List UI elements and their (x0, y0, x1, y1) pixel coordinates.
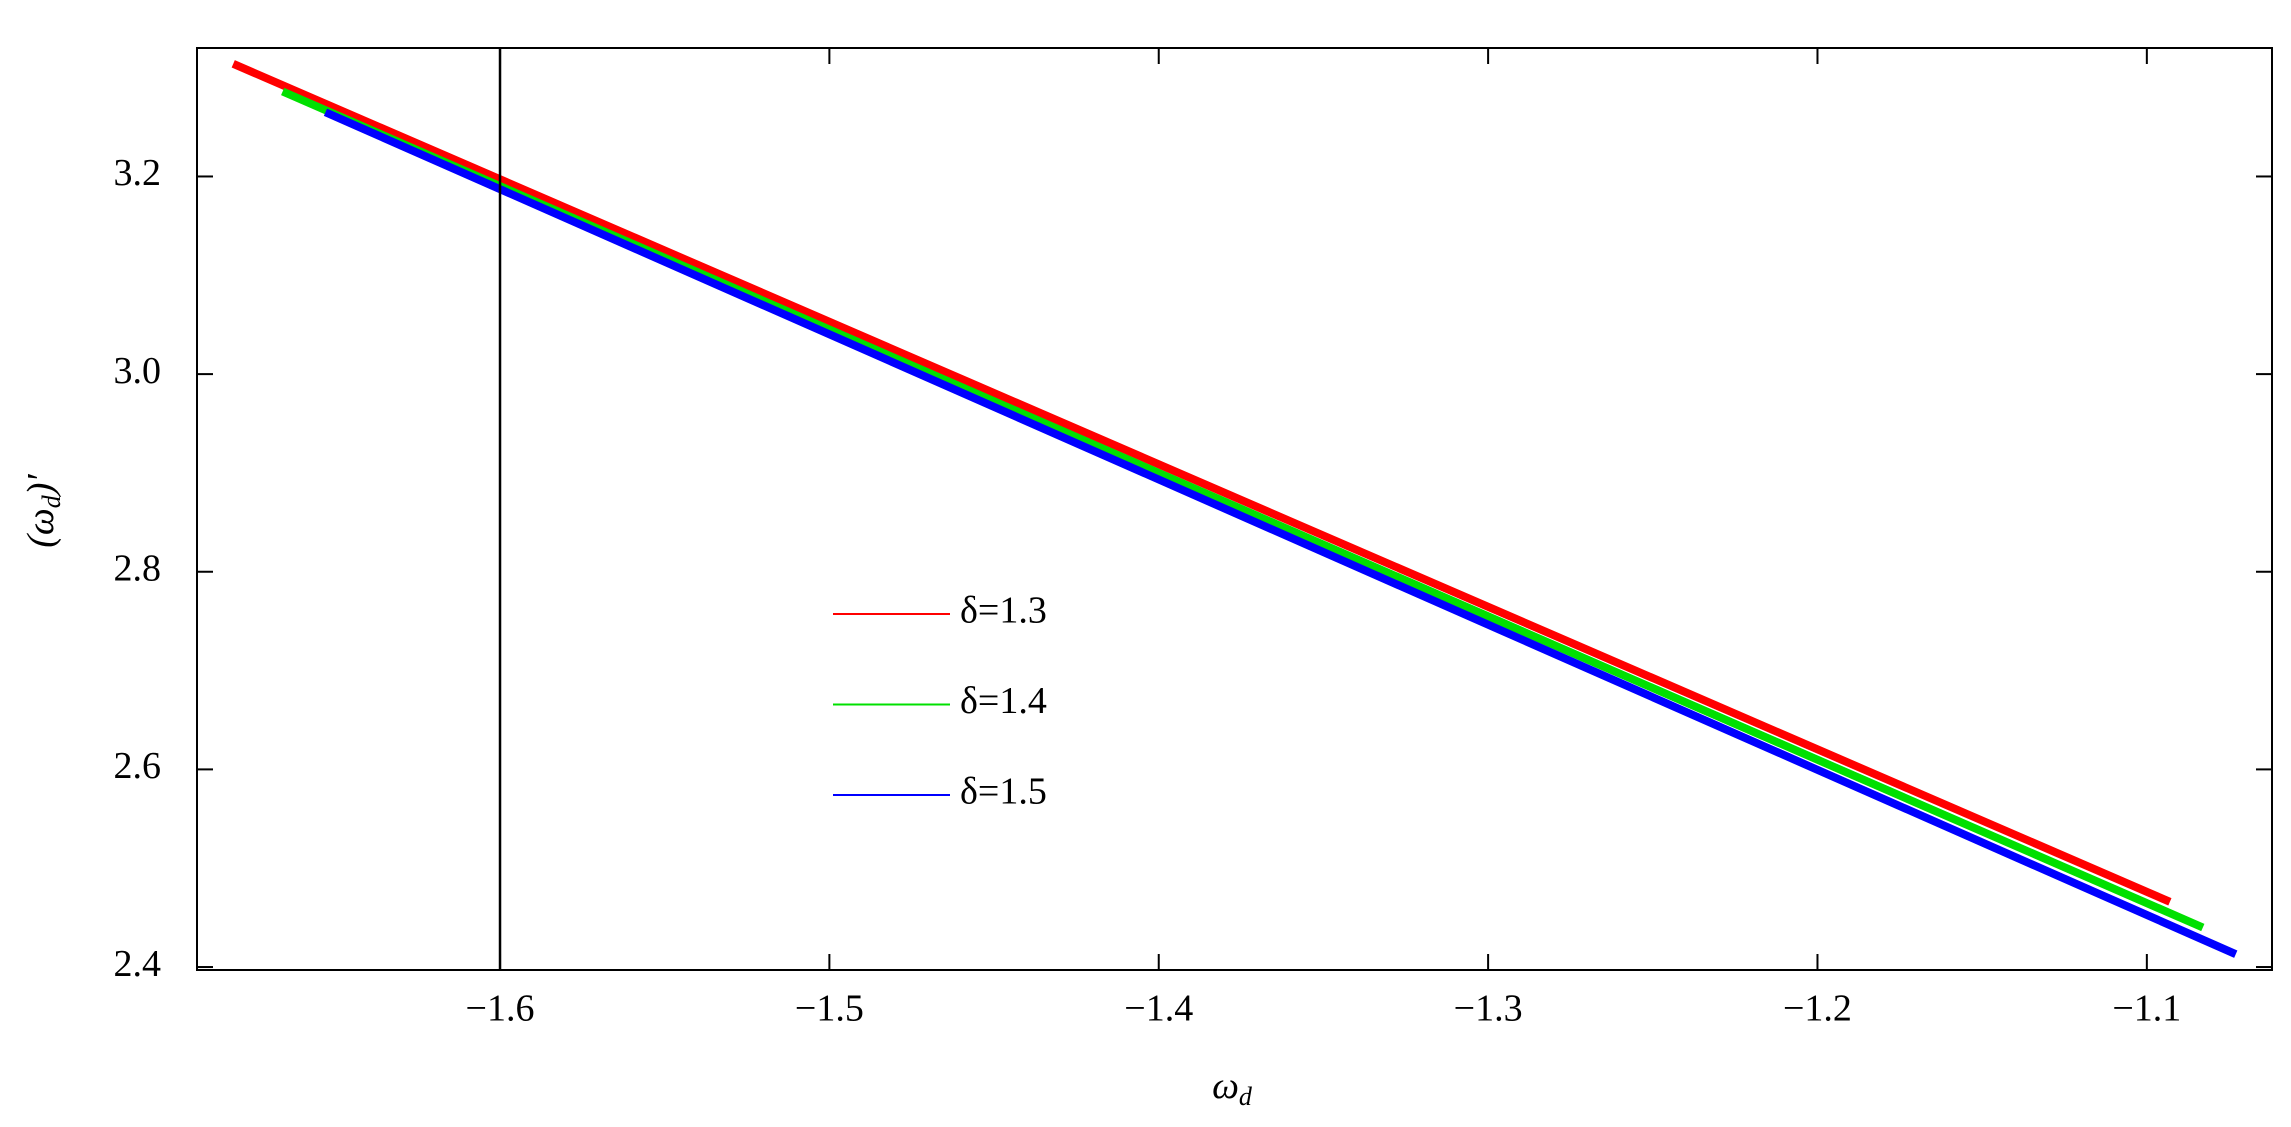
legend-label: δ=1.3 (960, 590, 1047, 632)
plot-frame (196, 47, 2273, 971)
y-label-end: )′ (20, 474, 62, 498)
x-tick-label: −1.6 (466, 988, 535, 1030)
series-line (323, 108, 2238, 958)
y-label-sub: d (37, 494, 66, 508)
series-line (231, 60, 2172, 906)
y-label-main: (ω (20, 508, 62, 547)
y-tick-label: 2.6 (114, 745, 162, 787)
y-axis-label: (ωd)′ (20, 474, 66, 548)
x-axis-label: ωd (1212, 1065, 1253, 1111)
x-tick-label: −1.3 (1454, 988, 1523, 1030)
x-label-main: ω (1212, 1065, 1239, 1107)
x-label-sub: d (1239, 1082, 1253, 1111)
y-tick-label: 3.0 (114, 350, 162, 392)
x-tick-label: −1.1 (2112, 988, 2181, 1030)
x-tick-label: −1.5 (795, 988, 864, 1030)
y-tick-label: 2.4 (114, 943, 162, 985)
legend-label: δ=1.4 (960, 680, 1047, 722)
y-tick-label: 2.8 (114, 547, 162, 589)
x-tick-label: −1.2 (1783, 988, 1852, 1030)
y-tick-label: 3.2 (114, 152, 162, 194)
x-tick-label: −1.4 (1124, 988, 1193, 1030)
legend-label: δ=1.5 (960, 771, 1047, 813)
